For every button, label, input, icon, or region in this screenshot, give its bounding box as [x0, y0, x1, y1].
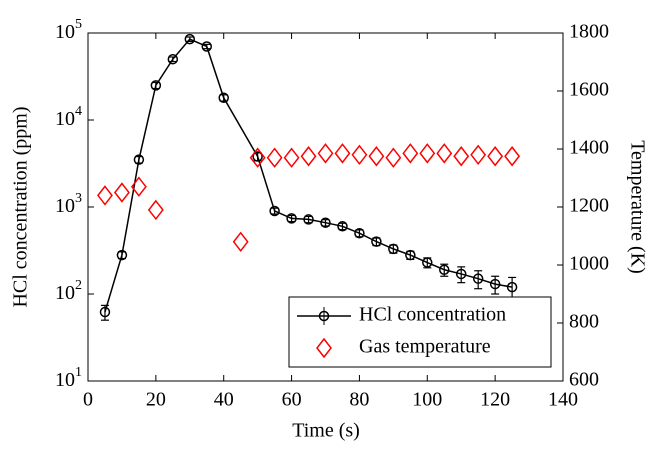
diamond-marker: [351, 144, 368, 166]
diamond-marker: [504, 146, 521, 167]
legend-box: [288, 296, 552, 368]
diamond-marker: [97, 185, 113, 206]
circle-marker: [472, 273, 484, 284]
x-tick-label: 0: [83, 389, 93, 411]
y2-tick-label: 600: [569, 369, 599, 391]
circle-marker: [150, 80, 162, 91]
circle-marker: [201, 41, 212, 52]
circle-marker: [422, 257, 433, 268]
circle-marker: [455, 268, 467, 280]
diamond-marker: [402, 143, 419, 164]
circle-marker: [133, 154, 145, 165]
circle-marker: [489, 278, 501, 290]
tick-base: 10: [55, 108, 75, 130]
diamond-marker: [334, 143, 351, 164]
y2-tick-label: 1200: [569, 195, 609, 217]
x-tick-label: 60: [282, 389, 302, 411]
circle-marker: [439, 264, 450, 275]
circle-marker: [184, 33, 196, 45]
diamond-marker: [436, 143, 453, 164]
circle-marker: [320, 217, 331, 228]
error-bar: [270, 207, 279, 215]
diamond-marker: [453, 146, 470, 167]
diamond-marker: [385, 147, 402, 168]
y2-tick-label: 1000: [569, 253, 609, 275]
diamond-marker: [266, 147, 283, 168]
y-tick-label: 104: [55, 104, 82, 129]
tick-exponent: 3: [75, 191, 82, 206]
diamond-marker: [249, 147, 266, 168]
x-tick-label: 120: [480, 389, 510, 411]
diamond-marker: [317, 143, 334, 164]
legend-marker: [316, 337, 332, 359]
error-bar: [202, 43, 211, 50]
y-axis-label: HCl concentration (ppm): [10, 106, 32, 307]
error-bar: [185, 36, 194, 43]
x-tick-label: 40: [214, 389, 234, 411]
tick-base: 10: [55, 21, 75, 43]
circle-marker: [303, 214, 314, 225]
circle-marker: [218, 92, 229, 104]
tick-exponent: 4: [75, 104, 82, 119]
legend-marker: [318, 310, 330, 322]
tick-base: 10: [55, 195, 75, 217]
circle-marker: [167, 53, 179, 65]
error-bar: [134, 155, 143, 164]
x-tick-label: 80: [349, 389, 369, 411]
y2-tick-label: 1600: [569, 79, 609, 101]
x-axis-label: Time (s): [292, 420, 360, 442]
diamond-marker: [487, 146, 504, 167]
y2-axis-label: Temperature (K): [626, 140, 648, 274]
y-tick-label: 101: [55, 365, 82, 390]
tick-exponent: 1: [75, 365, 82, 380]
diamond-marker: [232, 231, 249, 253]
y2-tick-label: 1400: [569, 137, 609, 159]
diamond-marker: [130, 176, 147, 197]
legend-label: Gas temperature: [359, 336, 491, 358]
y-tick-label: 105: [55, 17, 82, 42]
y2-tick-label: 800: [569, 311, 599, 333]
diamond-marker: [113, 182, 130, 203]
circle-marker: [354, 227, 365, 239]
diamond-marker: [419, 143, 436, 164]
diamond-marker: [147, 199, 164, 221]
error-bar: [168, 56, 177, 63]
tick-base: 10: [55, 369, 75, 391]
tick-base: 10: [55, 282, 75, 304]
circle-marker: [99, 306, 111, 318]
circle-marker: [405, 249, 416, 261]
diamond-marker: [470, 144, 487, 166]
diamond-marker: [300, 146, 317, 167]
circle-marker: [252, 151, 263, 162]
error-bar: [219, 94, 228, 102]
y-tick-label: 103: [55, 191, 82, 216]
circle-marker: [506, 281, 518, 293]
diamond-marker: [283, 147, 300, 168]
circle-marker: [269, 205, 280, 217]
y-tick-label: 102: [55, 278, 82, 303]
series-line: [104, 38, 513, 313]
x-tick-label: 20: [146, 389, 166, 411]
circle-marker: [286, 213, 297, 224]
tick-exponent: 5: [75, 17, 82, 32]
x-tick-label: 100: [412, 389, 442, 411]
circle-marker: [116, 249, 128, 261]
x-tick-label: 140: [548, 389, 578, 411]
circle-marker: [388, 243, 399, 255]
circle-marker: [371, 236, 382, 247]
error-bar: [151, 81, 160, 90]
tick-exponent: 2: [75, 278, 82, 293]
y2-tick-label: 1800: [569, 21, 609, 43]
circle-marker: [337, 221, 348, 232]
legend-label: HCl concentration: [359, 304, 506, 326]
diamond-marker: [368, 146, 385, 167]
